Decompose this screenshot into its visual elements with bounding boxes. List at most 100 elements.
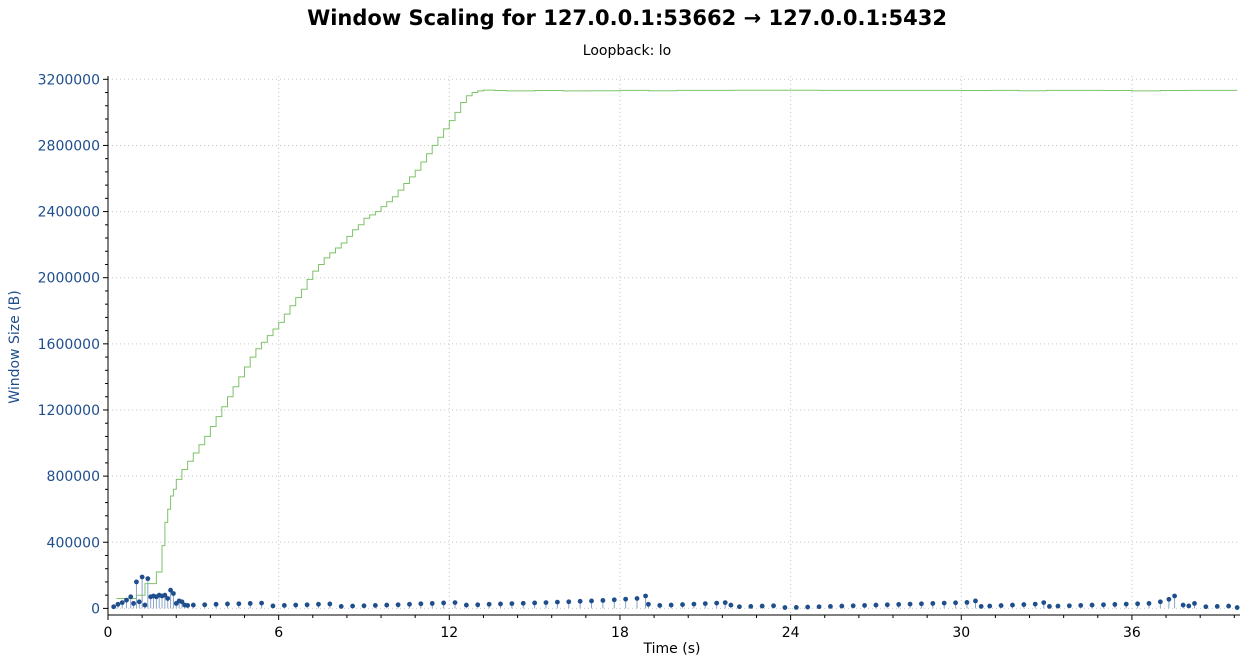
bytes-out-point: [611, 597, 617, 603]
bytes-out-point: [1234, 605, 1240, 610]
bytes-out-point: [134, 579, 139, 585]
bytes-out-point: [486, 601, 492, 607]
bytes-out-point: [1041, 600, 1047, 605]
bytes-out-point: [816, 604, 822, 610]
bytes-out-point: [139, 574, 145, 580]
bytes-out-point: [1010, 602, 1015, 608]
y-tick-label: 1200000: [38, 403, 100, 419]
x-tick-label: 30: [952, 625, 970, 641]
bytes-out-point: [190, 602, 196, 608]
bytes-out-point: [1180, 602, 1186, 608]
bytes-out-point: [162, 592, 168, 598]
bytes-out-point: [737, 604, 742, 610]
bytes-out-point: [1101, 602, 1106, 608]
bytes-out-point: [1021, 602, 1027, 607]
axes: [107, 76, 1240, 616]
bytes-out-point: [270, 603, 276, 609]
bytes-out-point: [185, 603, 191, 608]
bytes-out-point: [316, 601, 321, 607]
bytes-out-point: [1047, 604, 1052, 609]
x-tick-label: 6: [274, 625, 283, 641]
bytes-out-point: [293, 602, 299, 608]
bytes-out-point: [554, 599, 560, 605]
bytes-out-point: [225, 601, 230, 607]
bytes-out-point: [930, 601, 936, 606]
bytes-out-point: [361, 603, 367, 609]
bytes-out-point: [589, 598, 594, 604]
y-tick-label: 1600000: [38, 337, 100, 353]
bytes-out-point: [372, 603, 378, 608]
bytes-out-point: [680, 602, 685, 607]
bytes-out-point: [532, 600, 538, 606]
bytes-out-point: [429, 601, 435, 606]
bytes-out-point: [475, 602, 481, 608]
x-tick-label: 18: [611, 625, 629, 641]
bytes-out-point: [793, 604, 799, 610]
bytes-out-point: [668, 602, 674, 608]
bytes-out-point: [953, 600, 958, 606]
y-tick-label: 800000: [47, 469, 100, 485]
bytes-out-point: [896, 602, 902, 607]
ticks: 0 400000 800000 1200000 1600000 2000000 240000…: [38, 72, 1235, 641]
bytes-out-point: [418, 601, 424, 607]
bytes-out-point: [1078, 603, 1084, 608]
bytes-out-point: [646, 601, 651, 607]
bytes-out-point: [978, 604, 984, 609]
bytes-out-point: [748, 604, 754, 609]
bytes-out-point: [452, 600, 458, 605]
bytes-out-point: [145, 576, 151, 582]
bytes-out-point: [1157, 599, 1163, 605]
bytes-out-point: [281, 603, 287, 608]
y-tick-label: 2800000: [38, 138, 100, 154]
bytes-out-point: [828, 604, 833, 609]
bytes-out-point: [131, 601, 136, 606]
x-axis-label: Time (s): [643, 641, 701, 657]
bytes-out-point: [782, 605, 788, 610]
bytes-out-point: [338, 604, 344, 609]
bytes-out-point: [657, 603, 663, 608]
bytes-out-point: [124, 597, 129, 603]
bytes-out-point: [171, 591, 176, 596]
bytes-out-point: [691, 601, 697, 607]
bytes-out-point: [1055, 603, 1061, 609]
bytes-out-point: [179, 599, 185, 605]
bytes-out-point: [873, 602, 879, 608]
bytes-out-point: [115, 601, 121, 607]
bytes-out-point: [643, 593, 648, 599]
bytes-out-point: [509, 601, 515, 606]
chart-subtitle: Loopback: lo: [582, 43, 672, 59]
bytes-out-point: [759, 603, 765, 609]
bytes-out-point: [111, 604, 117, 610]
bytes-out-point: [1226, 603, 1232, 609]
bytes-out-point: [1166, 596, 1172, 602]
bytes-out-point: [862, 603, 867, 608]
bytes-out-point: [1214, 604, 1220, 609]
bytes-out-point: [623, 596, 629, 602]
bytes-out-point: [771, 603, 776, 609]
bytes-out-point: [202, 602, 208, 608]
bytes-out-point: [998, 603, 1004, 608]
bytes-out-point: [973, 598, 978, 604]
bytes-out-point: [722, 600, 728, 605]
bytes-out-point: [1186, 603, 1192, 609]
bytes-out-point: [136, 599, 142, 605]
bytes-out-point: [119, 600, 125, 605]
bytes-out-point: [247, 601, 253, 606]
bytes-out-point: [987, 603, 993, 609]
bytes-out-point: [520, 600, 526, 606]
receive-window-line: [116, 89, 1238, 599]
bytes-out-point: [236, 601, 242, 607]
bytes-out-point: [498, 601, 503, 607]
series: [111, 89, 1240, 610]
bytes-out-point: [964, 600, 970, 605]
bytes-out-point: [213, 601, 219, 607]
bytes-out-point: [142, 602, 148, 608]
bytes-out-point: [395, 602, 401, 608]
bytes-out-point: [350, 603, 356, 609]
y-tick-label: 0: [91, 601, 100, 617]
bytes-out-point: [702, 601, 708, 606]
bytes-out-point: [919, 601, 924, 607]
bytes-out-point: [441, 600, 447, 606]
bytes-out-point: [907, 601, 913, 607]
